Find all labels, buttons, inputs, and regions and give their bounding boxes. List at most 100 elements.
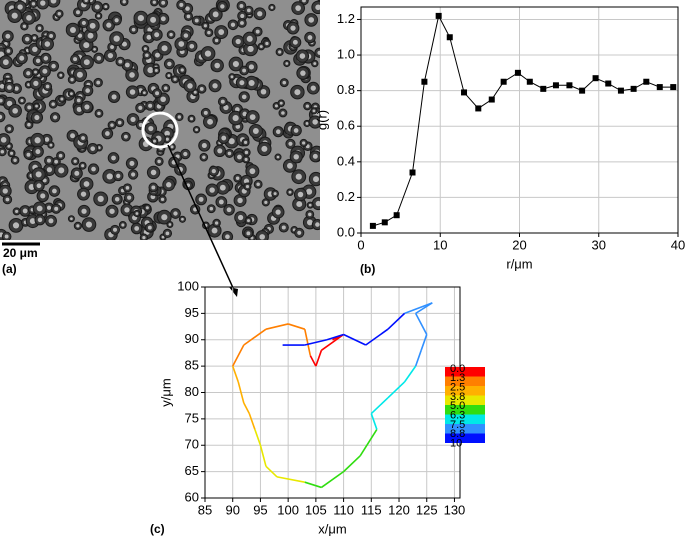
cell-core xyxy=(237,197,243,204)
cell-core xyxy=(288,190,292,194)
cell-core xyxy=(2,188,8,194)
cell-core xyxy=(152,0,156,4)
cell-core xyxy=(76,10,80,15)
trajectory-segment xyxy=(387,381,406,399)
trajectory-segment xyxy=(387,312,406,330)
cell-core xyxy=(312,109,316,113)
cell-core xyxy=(212,83,218,89)
cell-core xyxy=(161,235,165,239)
cell-core xyxy=(317,50,320,55)
cell-core xyxy=(306,188,313,195)
cell-core xyxy=(81,20,86,26)
cell-core xyxy=(306,219,313,226)
cell-core xyxy=(7,126,12,131)
cell-core xyxy=(5,197,10,202)
data-point xyxy=(656,84,663,91)
cell-core xyxy=(221,135,227,141)
cell-core xyxy=(279,101,283,105)
trajectory-segment xyxy=(414,350,422,367)
cell-core xyxy=(165,231,170,236)
cell-core xyxy=(169,32,173,37)
data-point xyxy=(552,82,559,89)
cell-core xyxy=(150,16,157,23)
cell-core xyxy=(199,87,204,91)
colorbar-swatch xyxy=(445,405,485,415)
colorbar-label: 3.8 xyxy=(450,391,465,403)
cell-core xyxy=(84,0,88,3)
trajectory-segment xyxy=(276,476,305,483)
cell-core xyxy=(164,86,168,90)
cell-core xyxy=(36,205,43,212)
cell-core xyxy=(293,154,299,160)
cell-core xyxy=(20,99,24,103)
cell-core xyxy=(274,104,278,108)
x-tick-label: 90 xyxy=(225,502,239,517)
trajectory-segment xyxy=(343,333,367,346)
cell-core xyxy=(27,105,32,110)
cell-core xyxy=(35,171,42,178)
cell-core xyxy=(207,30,211,35)
cell-core xyxy=(42,68,48,74)
cell-core xyxy=(138,105,143,110)
colorbar-swatch xyxy=(445,386,485,396)
cell-core xyxy=(214,221,219,225)
cell-core xyxy=(307,35,313,40)
y-tick-label: 70 xyxy=(185,437,199,452)
cell-core xyxy=(49,34,54,38)
micrograph xyxy=(0,0,320,240)
cell-core xyxy=(70,133,75,139)
panel-label: (b) xyxy=(360,262,375,276)
cell-core xyxy=(288,141,293,146)
cell-core xyxy=(295,5,301,11)
cell-core xyxy=(27,122,31,127)
cell-core xyxy=(52,188,57,194)
trajectory-segment xyxy=(343,455,361,473)
cell-core xyxy=(278,50,282,54)
cell-core xyxy=(127,195,132,200)
cell-core xyxy=(0,83,5,89)
trajectory-segment xyxy=(254,429,262,446)
data-point xyxy=(488,96,495,103)
cell-core xyxy=(239,3,244,8)
cell-core xyxy=(270,6,274,9)
cell-core xyxy=(137,15,144,22)
cell-core xyxy=(90,146,96,151)
data-point xyxy=(475,105,482,112)
trajectory-segment xyxy=(304,338,328,346)
cell-core xyxy=(109,208,115,214)
cell-core xyxy=(58,167,65,174)
y-axis-title: g(r) xyxy=(314,110,329,130)
cell-core xyxy=(285,62,289,65)
cell-core xyxy=(124,62,130,68)
cell-core xyxy=(32,36,37,40)
x-axis-title: x/μm xyxy=(318,521,346,536)
cell-core xyxy=(187,83,193,89)
cell-core xyxy=(58,153,63,158)
cell-core xyxy=(181,217,184,221)
y-tick-label: 80 xyxy=(185,384,199,399)
cell-core xyxy=(76,106,82,112)
cell-core xyxy=(160,16,166,22)
cell-core xyxy=(239,80,245,86)
cell-core xyxy=(161,45,168,52)
y-tick-label: 85 xyxy=(185,358,199,373)
cell-core xyxy=(113,35,120,42)
cell-core xyxy=(297,230,302,235)
cell-core xyxy=(46,205,52,210)
trajectory-segment xyxy=(303,329,312,356)
cell-core xyxy=(70,77,74,82)
cell-core xyxy=(177,115,181,119)
cell-core xyxy=(287,162,293,169)
trajectory-segment xyxy=(265,323,289,330)
cell-core xyxy=(153,139,157,143)
scale-bar-label: 20 μm xyxy=(3,246,38,260)
cell-core xyxy=(166,182,172,188)
cell-core xyxy=(145,53,149,57)
cell-core xyxy=(80,191,87,197)
cell-core xyxy=(34,137,41,144)
data-point xyxy=(566,82,573,89)
cell-core xyxy=(232,60,239,68)
cell-core xyxy=(147,225,152,230)
cell-core xyxy=(234,107,240,112)
cell-core xyxy=(60,97,64,101)
